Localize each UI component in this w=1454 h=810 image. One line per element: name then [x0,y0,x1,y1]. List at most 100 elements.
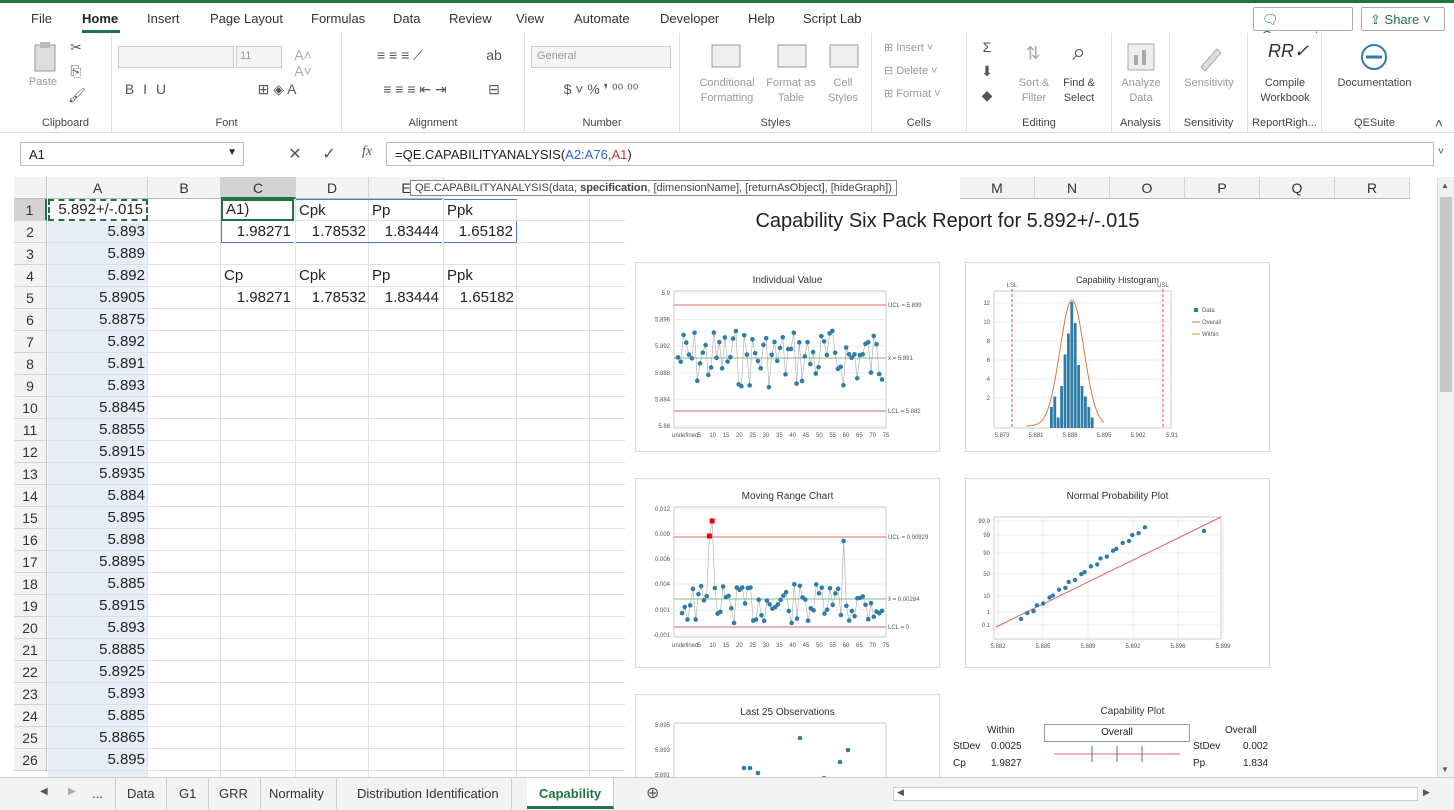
row-header-26[interactable]: 26 [14,749,47,771]
cell-a25[interactable]: 5.8865 [99,729,145,746]
sheet-tab-distribution-identification[interactable]: Distribution Identification [345,778,512,809]
column-header-q[interactable]: Q [1260,177,1335,199]
tab-view[interactable]: View [516,11,544,26]
cell-a14[interactable]: 5.884 [107,487,145,504]
cell-a3[interactable]: 5.889 [107,245,145,262]
sheet-tab-g1[interactable]: G1 [167,778,210,809]
number-format-box[interactable]: General [531,46,671,68]
cell-a23[interactable]: 5.893 [107,685,145,702]
horizontal-scrollbar[interactable] [893,787,1418,801]
tab-home[interactable]: Home [82,11,119,26]
cell-a5[interactable]: 5.8905 [99,289,145,306]
column-header-r[interactable]: R [1335,177,1410,199]
scroll-right-icon[interactable]: ▶ [1423,787,1430,797]
sort-filter-button[interactable]: Sort & Filter [1018,77,1050,104]
column-header-c[interactable]: C [221,177,296,199]
comments-button[interactable]: 🗨 Comments [1253,7,1353,43]
cell-a7[interactable]: 5.892 [107,333,145,350]
row-header-18[interactable]: 18 [14,573,47,595]
column-header-m[interactable]: M [960,177,1035,199]
font-grow-shrink-icon[interactable]: A˄ A˅ [294,47,312,79]
conditional-formatting-button[interactable]: Conditional Formatting [699,77,755,104]
row-header-4[interactable]: 4 [14,265,47,287]
tab-automate[interactable]: Automate [574,11,630,26]
row-header-25[interactable]: 25 [14,727,47,749]
currency-percent-icon[interactable]: $ ˅ % ❜ ⁰⁰ ⁰⁰ [563,81,639,97]
cell-styles-icon[interactable] [828,41,860,73]
cut-icon[interactable]: ✂ [70,39,82,55]
compile-workbook-icon[interactable]: RR✓ [1268,41,1310,61]
cell-a16[interactable]: 5.898 [107,531,145,548]
sort-filter-icon[interactable]: ⇅ [1025,43,1041,63]
horizontal-align-icon[interactable]: ≡ ≡ ≡ ⇤ ⇥ [383,81,447,97]
row-header-17[interactable]: 17 [14,551,47,573]
cell-a4[interactable]: 5.892 [107,267,145,284]
collapse-ribbon-icon[interactable]: ˄ [1434,115,1444,131]
tab-script-lab[interactable]: Script Lab [803,11,862,26]
scroll-up-icon[interactable]: ▲ [1441,181,1449,190]
column-header-o[interactable]: O [1110,177,1185,199]
expand-formula-icon[interactable]: ˅ [1437,146,1445,158]
tab-formulas[interactable]: Formulas [311,11,366,26]
cell-a11[interactable]: 5.8855 [99,421,145,438]
tab-insert[interactable]: Insert [147,11,180,26]
row-header-5[interactable]: 5 [14,287,47,309]
row-header-8[interactable]: 8 [14,353,47,375]
table2-header[interactable]: Ppk [447,267,473,284]
tab-data[interactable]: Data [393,11,421,26]
copy-icon[interactable]: ⎘ [70,63,82,79]
table2-value[interactable]: 1.83444 [384,289,439,306]
sheet-tab-data[interactable]: Data [115,778,168,809]
format-painter-icon[interactable]: 🖌 [68,87,86,103]
sensitivity-icon[interactable] [1193,41,1225,73]
share-button[interactable]: ⇪ Share ˅ [1361,7,1445,31]
cell-a24[interactable]: 5.885 [107,707,145,724]
autosum-icon[interactable]: Σ [982,39,992,55]
insert-cells-button[interactable]: ⊞ Insert ˅ [884,42,934,54]
formula-input[interactable]: =QE.CAPABILITYANALYSIS(A2:A76,A1) [386,142,1434,166]
row-header-1[interactable]: 1 [14,199,47,221]
cell-a18[interactable]: 5.885 [107,575,145,592]
wrap-text-icon[interactable]: ab [486,47,502,63]
table2-value[interactable]: 1.65182 [459,289,514,306]
cell-a12[interactable]: 5.8915 [99,443,145,460]
scroll-down-icon[interactable]: ▼ [1441,765,1449,774]
sensitivity-button[interactable]: Sensitivity [1184,77,1234,89]
documentation-button[interactable]: Documentation [1337,77,1412,89]
table2-header[interactable]: Pp [372,267,391,284]
cancel-icon[interactable]: ✕ [288,146,302,163]
table1-header[interactable]: Pp [369,199,442,221]
format-as-table-button[interactable]: Format as Table [766,77,816,104]
row-header-15[interactable]: 15 [14,507,47,529]
column-header-b[interactable]: B [148,177,221,199]
scroll-thumb[interactable] [1440,197,1452,392]
clear-icon[interactable]: ◆ [981,87,993,103]
column-header-p[interactable]: P [1185,177,1260,199]
cell-a8[interactable]: 5.891 [107,355,145,372]
documentation-icon[interactable] [1358,41,1390,73]
enter-icon[interactable]: ✓ [322,146,336,163]
conditional-formatting-icon[interactable] [710,41,742,73]
table1-header[interactable]: A1) [221,199,294,221]
cell-a21[interactable]: 5.8885 [99,641,145,658]
sheet-tab-capability[interactable]: Capability [527,778,615,809]
font-name-box[interactable] [118,46,234,68]
sheet-tab-normality[interactable]: Normality [257,778,337,809]
row-header-9[interactable]: 9 [14,375,47,397]
add-sheet-icon[interactable]: ⊕ [646,785,660,802]
table2-value[interactable]: 1.78532 [311,289,366,306]
cell-a13[interactable]: 5.8935 [99,465,145,482]
sheet-tab-grr[interactable]: GRR [207,778,261,809]
row-header-7[interactable]: 7 [14,331,47,353]
cell-a22[interactable]: 5.8925 [99,663,145,680]
name-box[interactable]: A1 ▼ [20,142,244,166]
table1-header[interactable]: Ppk [444,199,517,221]
table1-value[interactable]: 1.98271 [221,221,294,243]
cell-a26[interactable]: 5.895 [107,751,145,768]
cell-a20[interactable]: 5.893 [107,619,145,636]
insert-function-icon[interactable]: fx [361,144,373,159]
search-icon[interactable]: ⌕ [1072,39,1086,66]
cell-a15[interactable]: 5.895 [107,509,145,526]
cell-styles-button[interactable]: Cell Styles [828,77,858,104]
cell-a17[interactable]: 5.8895 [99,553,145,570]
